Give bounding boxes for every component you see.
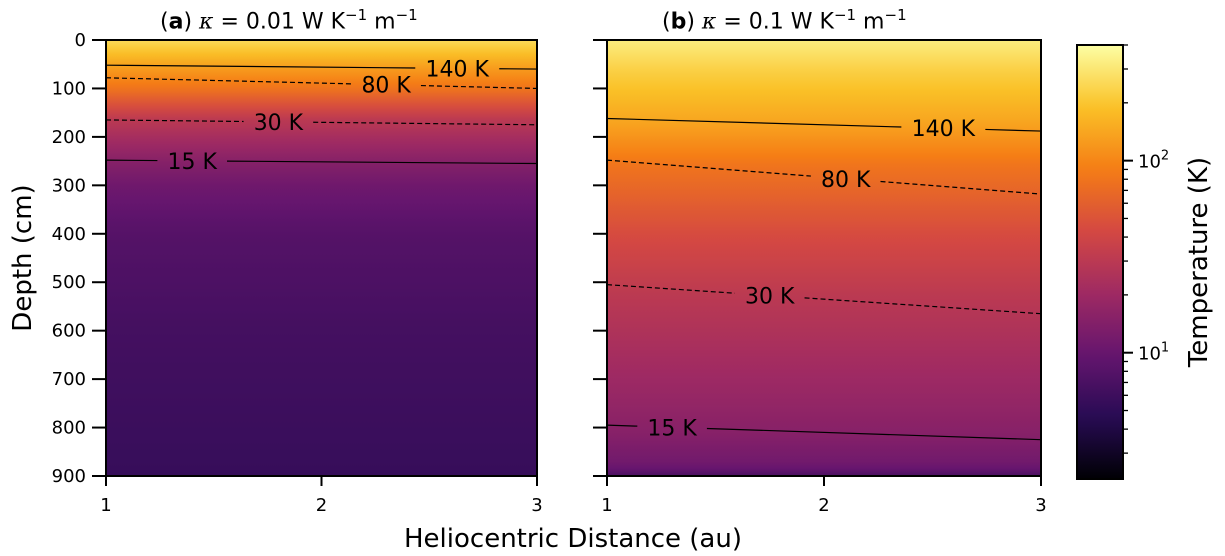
panel-a-contour-140k-line-left [105, 64, 416, 69]
panel-a-contour-15k-label: 15 K [167, 150, 217, 175]
y-axis-label: Depth (cm) [8, 184, 38, 331]
ytick-label-300: 300 [52, 175, 86, 196]
panel-b-contour-15k-line-left [606, 424, 638, 427]
ytick-label-800: 800 [52, 418, 86, 439]
panel-b-xtick-label-3: 3 [1035, 495, 1046, 516]
panel-b-title: (b) κ = 0.1 W K−1 m−1 [662, 6, 907, 35]
ytick-label-0: 0 [75, 30, 86, 51]
ytick-label-700: 700 [52, 369, 86, 390]
ytick-label-600: 600 [52, 321, 86, 342]
panel-a-contour-30k-label: 30 K [254, 111, 304, 136]
panel-a-contour-15k-line-right [226, 160, 538, 165]
panel-b-xtick-label-1: 1 [601, 495, 612, 516]
ytick-label-400: 400 [52, 224, 86, 245]
panel-a-contour-140k-label: 140 K [426, 57, 490, 82]
colorbar [1077, 45, 1123, 479]
panel-b-contour-80k-line-left [606, 159, 811, 177]
panel-a-xtick-label-2: 2 [316, 495, 327, 516]
panel-b-xtick-label-2: 2 [818, 495, 829, 516]
ytick-label-100: 100 [52, 78, 86, 99]
panel-a-contour-80k-line-left [105, 77, 352, 85]
colorbar-tick-label-10: 101 [1138, 341, 1169, 365]
panel-a-xtick-label-1: 1 [100, 495, 111, 516]
panel-a-contour-30k-line-right [313, 121, 538, 126]
panel-a-heatmap [106, 40, 537, 476]
panel-b-contour-140k-line-left [606, 117, 902, 128]
colorbar-label: Temperature (K) [1184, 157, 1214, 368]
ytick-label-900: 900 [52, 466, 86, 487]
panel-b-title-text: = 0.1 W K [716, 9, 834, 35]
panel-b-contour-140k-line-right [985, 128, 1042, 132]
panel-a-contour-30k-line-left [105, 119, 244, 123]
panel-b-contour-15k-line-right [706, 427, 1042, 441]
panel-a-xtick-label-3: 3 [531, 495, 542, 516]
panel-a-contour-80k-label: 80 K [361, 74, 411, 99]
panel-b-contour-15k-label: 15 K [647, 416, 697, 441]
panel-a-title-text: = 0.01 W K [213, 9, 346, 35]
panel-b-contour-80k-line-right [880, 180, 1042, 195]
panel-b-contour-80k-label: 80 K [821, 168, 871, 193]
panel-b-contour-140k-label: 140 K [912, 117, 976, 142]
panel-b-contour-30k-label: 30 K [745, 285, 795, 310]
ytick-label-500: 500 [52, 272, 86, 293]
panel-b-heatmap [607, 40, 1041, 476]
panel-a-title: (a) κ = 0.01 W K−1 m−1 [160, 6, 418, 35]
ytick-label-200: 200 [52, 127, 86, 148]
panel-b-contour-30k-line-left [606, 284, 735, 294]
panel-a-contour-80k-line-right [420, 84, 538, 90]
colorbar-frame [1076, 44, 1124, 480]
x-axis-label: Heliocentric Distance (au) [404, 524, 742, 554]
colorbar-tick-label-100: 102 [1138, 149, 1169, 173]
